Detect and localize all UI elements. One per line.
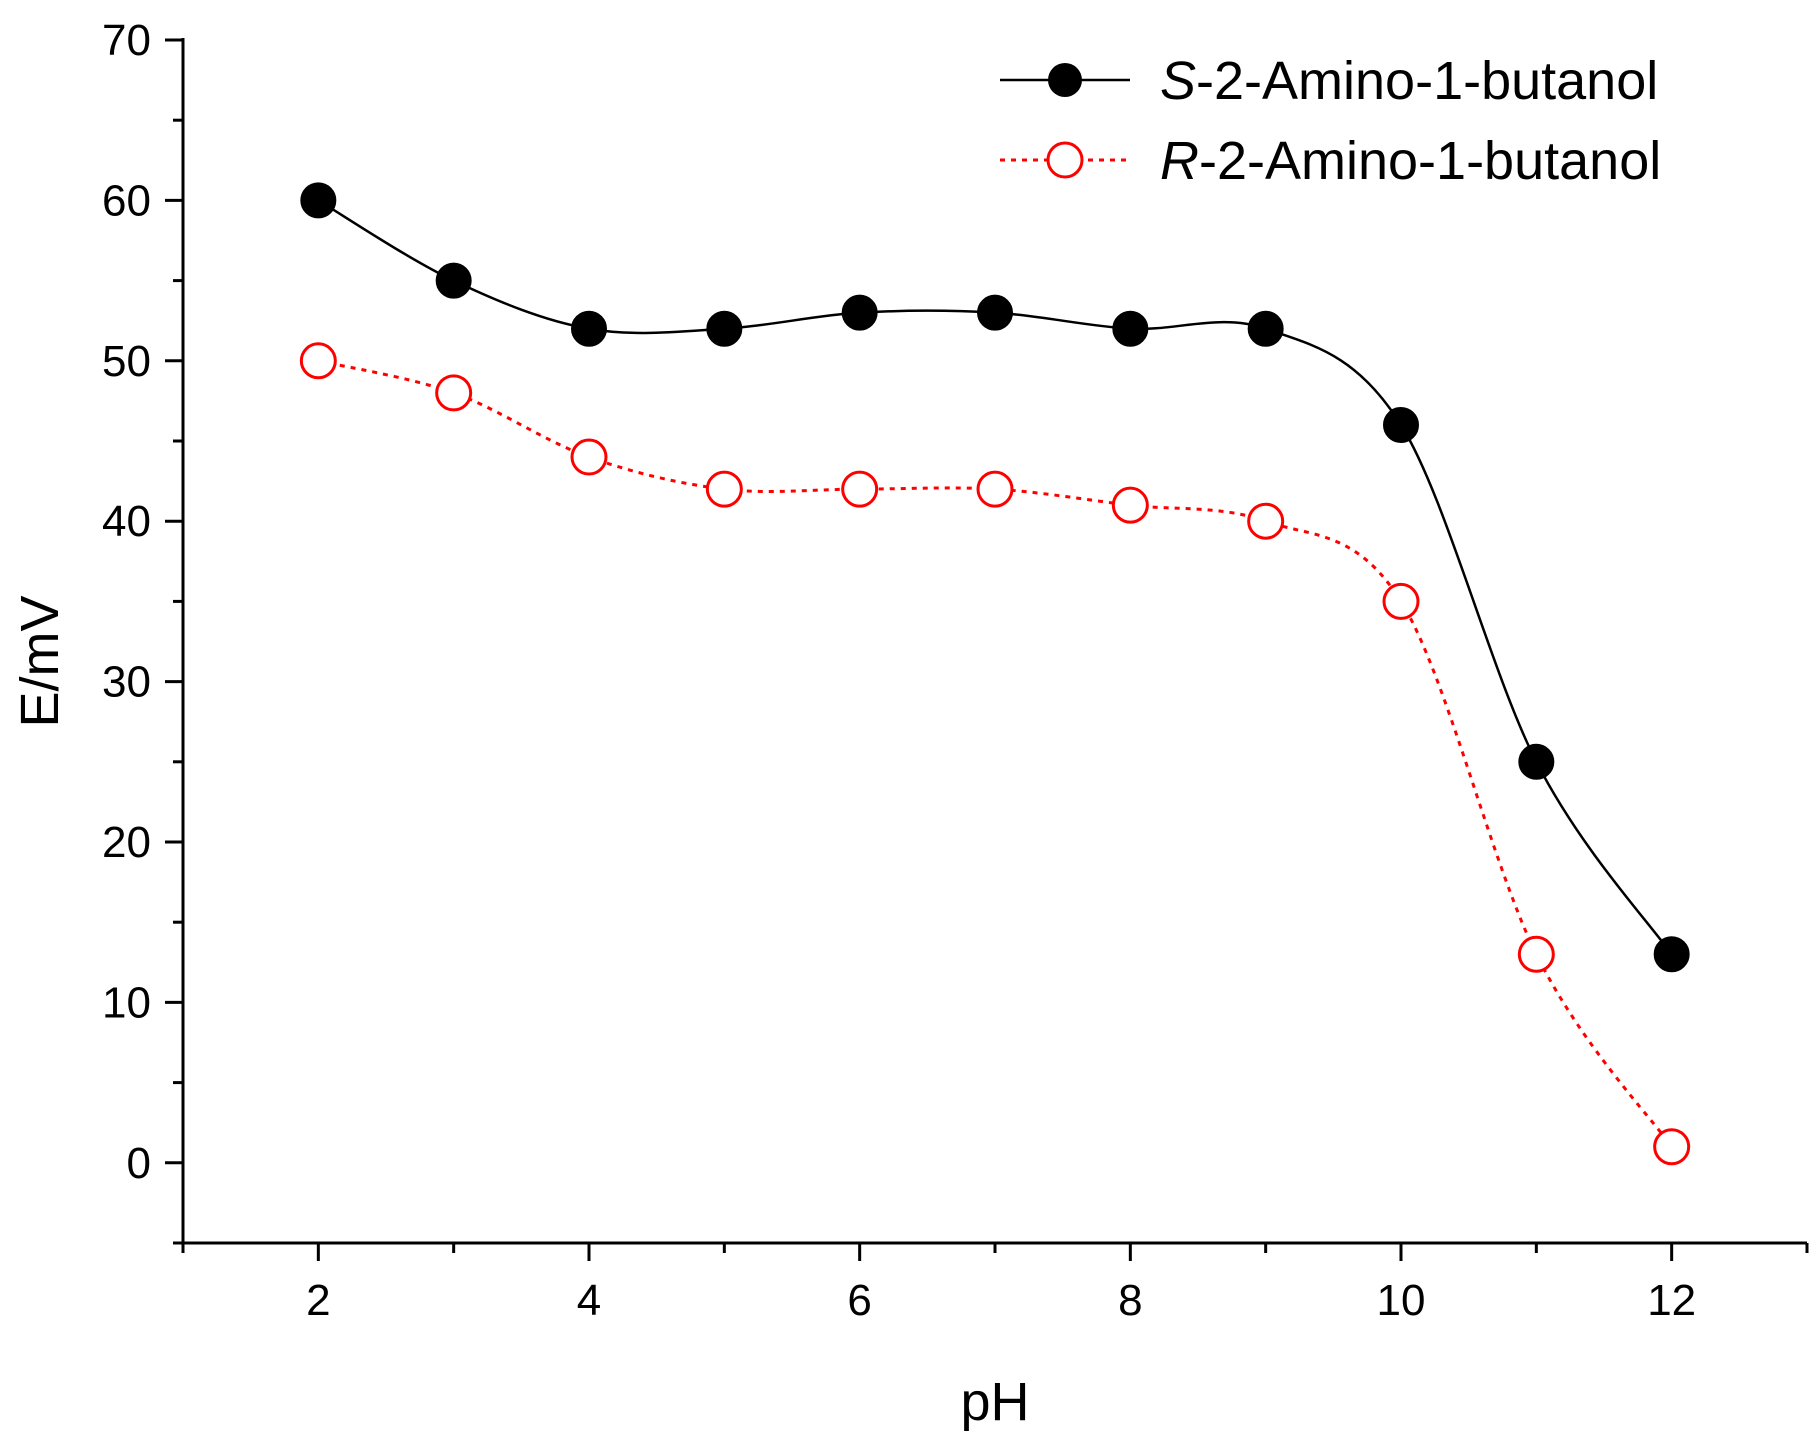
s-series-point	[841, 294, 878, 331]
y-tick-label: 70	[102, 16, 151, 65]
axes-layer: 0 10 20 30 40 50 60 70 2 4 6 8 10 12	[102, 16, 1809, 1325]
s-series-point	[706, 310, 743, 347]
x-axis-title: pH	[960, 1372, 1029, 1432]
x-tick-label: 8	[1118, 1276, 1142, 1325]
s-series-line	[317, 199, 1673, 955]
s-series-point	[571, 310, 607, 347]
legend-marker-r-series	[1046, 141, 1084, 179]
r-series-point	[1111, 486, 1149, 524]
legend-label-s-series: S-2-Amino-1-butanol	[1160, 51, 1658, 111]
y-tick-label: 0	[127, 1139, 151, 1188]
legend: S-2-Amino-1-butanol R-2-Amino-1-butanol	[1000, 51, 1661, 191]
x-tick-label: 12	[1647, 1276, 1696, 1325]
r-series-point	[705, 470, 743, 508]
x-tick-label: 2	[306, 1276, 330, 1325]
legend-label-r-series: R-2-Amino-1-butanol	[1160, 131, 1661, 191]
y-tick-label: 20	[102, 818, 151, 867]
series-layer	[299, 182, 1691, 1166]
r-series-point	[1382, 582, 1420, 620]
r-series-line	[317, 359, 1673, 1148]
s-series-point	[977, 294, 1013, 331]
s-series-point	[1247, 310, 1284, 347]
legend-entry-r-series: R-2-Amino-1-butanol	[1000, 131, 1661, 191]
x-tick-label: 6	[847, 1276, 871, 1325]
r-series-point	[435, 374, 473, 412]
r-series-point	[841, 470, 879, 508]
x-tick-label: 4	[577, 1276, 601, 1325]
s-series-point	[1653, 936, 1690, 973]
y-tick-label: 10	[102, 978, 151, 1027]
r-series-point	[570, 438, 608, 476]
r-series-point	[976, 470, 1014, 508]
s-series-point	[300, 182, 337, 219]
r-series-point	[299, 342, 337, 380]
x-tick-label: 10	[1377, 1276, 1426, 1325]
y-axis-title: E/mV	[10, 595, 70, 727]
s-series-point	[1112, 310, 1149, 347]
s-series-point	[435, 262, 472, 299]
y-tick-label: 40	[102, 497, 151, 546]
y-tick-label: 60	[102, 176, 151, 225]
r-series-point	[1247, 502, 1285, 540]
legend-entry-s-series: S-2-Amino-1-butanol	[1000, 51, 1658, 111]
s-series-point	[1518, 743, 1555, 780]
r-series-point	[1653, 1128, 1691, 1166]
s-series-point	[1383, 406, 1419, 443]
r-series-point	[1517, 935, 1555, 973]
legend-marker-s-series	[1048, 63, 1082, 97]
y-tick-label: 50	[102, 337, 151, 386]
y-tick-label: 30	[102, 658, 151, 707]
